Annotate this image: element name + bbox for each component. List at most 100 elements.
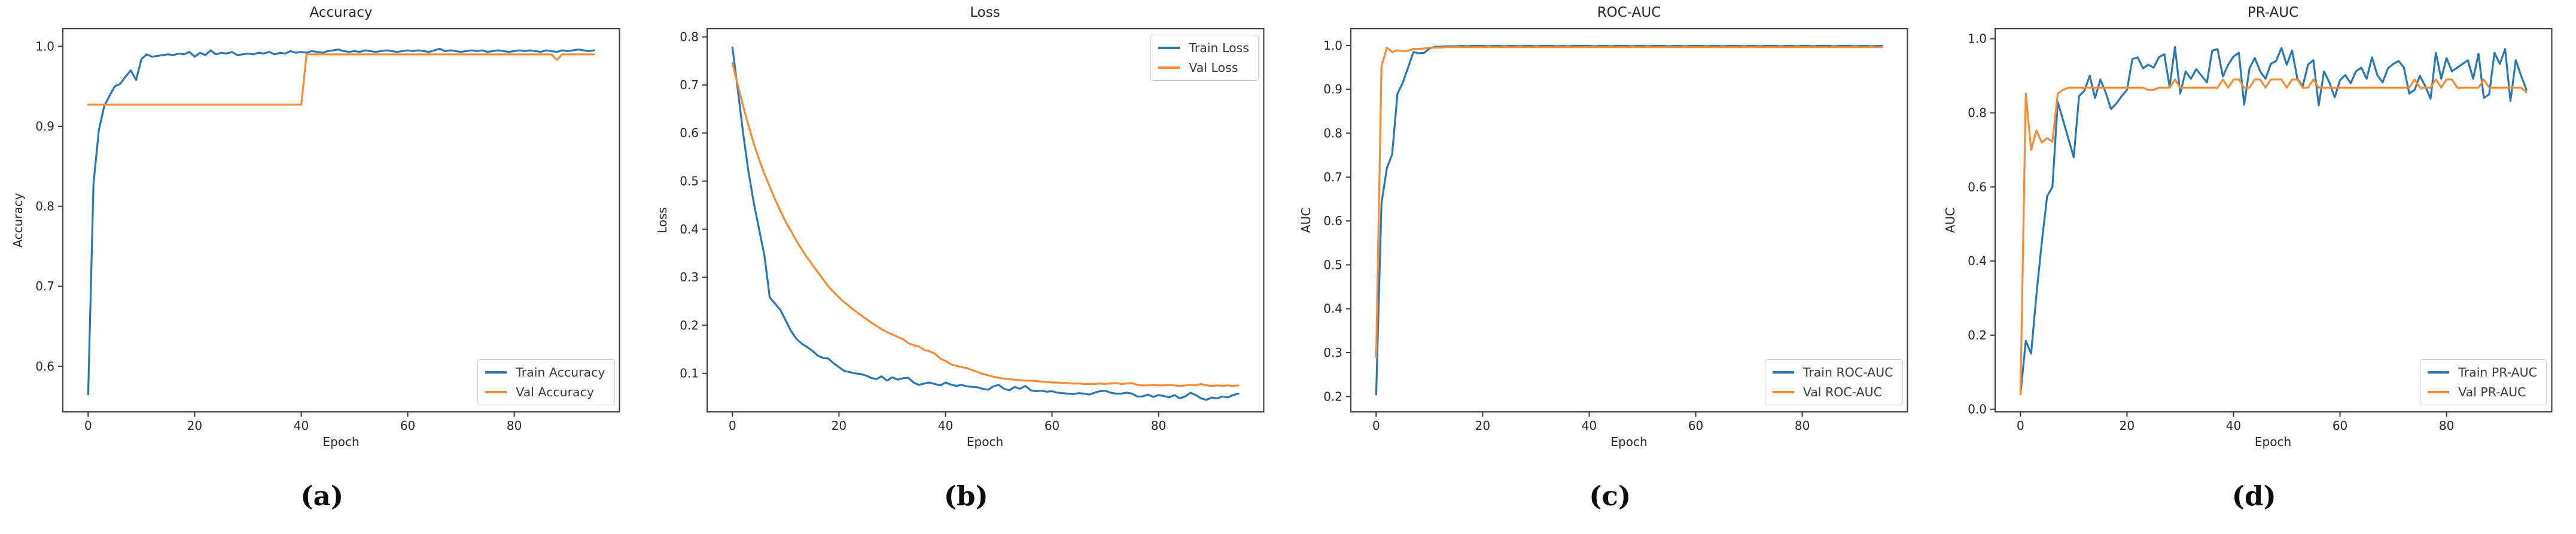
svg-text:40: 40: [2225, 418, 2240, 433]
val-line-swatch: [485, 391, 507, 393]
svg-text:0.4: 0.4: [680, 222, 699, 236]
train-line-swatch: [2428, 371, 2450, 374]
svg-text:0: 0: [1372, 418, 1380, 433]
svg-text:60: 60: [400, 418, 415, 433]
subplot-roc-auc: 0 20 40 60 80 0.2 0.3 0.4 0.5 0.6 0.7 0.8 0.9 1.0 ROC…: [1288, 0, 1932, 534]
svg-text:20: 20: [1475, 418, 1490, 433]
svg-text:0.5: 0.5: [1323, 257, 1342, 272]
svg-text:20: 20: [831, 418, 846, 433]
svg-text:1.0: 1.0: [35, 39, 54, 53]
legend-entry-val: Val ROC-AUC: [1772, 385, 1893, 399]
svg-text:80: 80: [1150, 418, 1165, 433]
subfigure-caption: (c): [1589, 480, 1631, 512]
subplot-accuracy: 0 20 40 60 80 0.6 0.7 0.8 0.9 1.0 Accuracy Accura…: [0, 0, 644, 534]
svg-text:40: 40: [294, 418, 309, 433]
svg-text:0.9: 0.9: [35, 119, 54, 134]
legend: Train Accuracy Val Accuracy: [477, 359, 615, 405]
svg-text:0.8: 0.8: [35, 199, 54, 214]
svg-text:0.9: 0.9: [1323, 82, 1342, 96]
svg-text:0.8: 0.8: [680, 30, 699, 44]
svg-text:40: 40: [937, 418, 952, 433]
svg-text:0: 0: [728, 418, 736, 433]
x-axis-label: Epoch: [966, 435, 1004, 449]
chart-title: Loss: [970, 5, 1000, 20]
legend-label: Val Accuracy: [516, 385, 595, 399]
legend: Train Loss Val Loss: [1150, 35, 1259, 81]
svg-text:0: 0: [2016, 418, 2024, 433]
pr-auc-plot-canvas: 0 20 40 60 80 0.0 0.2 0.4 0.6 0.8 1.0: [1968, 28, 2552, 433]
svg-text:1.0: 1.0: [1968, 32, 1987, 46]
legend-label: Train ROC-AUC: [1802, 365, 1893, 380]
legend-label: Val ROC-AUC: [1802, 385, 1883, 399]
svg-text:20: 20: [2119, 418, 2134, 433]
svg-text:80: 80: [507, 418, 522, 433]
legend: Train ROC-AUC Val ROC-AUC: [1764, 359, 1903, 405]
legend-entry-val: Val PR-AUC: [2428, 385, 2537, 399]
legend-label: Val PR-AUC: [2458, 385, 2526, 399]
subplot-loss: 0 20 40 60 80 0.1 0.2 0.3 0.4 0.5 0.6 0.7 0.8 Loss L…: [644, 0, 1288, 534]
svg-text:0.8: 0.8: [1968, 106, 1987, 120]
y-axis-label: Accuracy: [11, 193, 25, 248]
subfigure-caption: (b): [943, 480, 988, 512]
svg-text:0.2: 0.2: [1968, 328, 1987, 342]
svg-text:20: 20: [187, 418, 202, 433]
svg-text:80: 80: [2438, 418, 2453, 433]
legend-label: Train PR-AUC: [2458, 365, 2537, 380]
svg-text:0.6: 0.6: [680, 126, 699, 140]
x-axis-label: Epoch: [322, 435, 360, 449]
svg-text:60: 60: [1688, 418, 1703, 433]
y-axis-label: Loss: [654, 207, 669, 233]
svg-text:1.0: 1.0: [1323, 38, 1342, 53]
svg-text:0.2: 0.2: [1323, 389, 1342, 403]
svg-text:0.3: 0.3: [1323, 345, 1342, 360]
legend-entry-train: Train Loss: [1158, 41, 1249, 55]
val-line-swatch: [1158, 66, 1180, 69]
svg-text:0: 0: [84, 418, 92, 433]
train-line-swatch: [1158, 47, 1180, 49]
svg-text:0.6: 0.6: [1968, 180, 1987, 194]
svg-text:0.4: 0.4: [1323, 302, 1342, 316]
x-axis-label: Epoch: [1610, 435, 1648, 449]
svg-text:0.3: 0.3: [680, 270, 699, 284]
train-line-swatch: [485, 371, 507, 374]
y-axis-label: AUC: [1299, 207, 1313, 233]
svg-text:0.8: 0.8: [1323, 126, 1342, 140]
subfigure-caption: (d): [2231, 480, 2276, 512]
svg-text:0.1: 0.1: [680, 366, 699, 381]
svg-text:0.0: 0.0: [1968, 402, 1987, 417]
legend-entry-train: Train ROC-AUC: [1772, 365, 1893, 380]
svg-text:0.2: 0.2: [680, 318, 699, 332]
svg-text:0.7: 0.7: [1323, 170, 1342, 184]
loss-plot-canvas: 0 20 40 60 80 0.1 0.2 0.3 0.4 0.5 0.6 0.7 0.8: [680, 28, 1264, 433]
legend-label: Train Loss: [1189, 41, 1249, 55]
svg-text:0.4: 0.4: [1968, 254, 1987, 268]
svg-text:0.5: 0.5: [680, 174, 699, 189]
val-line-swatch: [2428, 391, 2450, 393]
legend-entry-val: Val Loss: [1158, 60, 1249, 75]
svg-text:40: 40: [1582, 418, 1597, 433]
svg-text:0.6: 0.6: [1323, 214, 1342, 228]
y-axis-label: AUC: [1942, 207, 1957, 233]
legend-label: Val Loss: [1189, 60, 1238, 75]
svg-text:0.7: 0.7: [35, 279, 54, 293]
svg-text:60: 60: [1044, 418, 1059, 433]
val-line-swatch: [1772, 391, 1794, 393]
svg-text:0.6: 0.6: [35, 359, 54, 374]
roc-auc-plot-canvas: 0 20 40 60 80 0.2 0.3 0.4 0.5 0.6 0.7 0.8 0.9 1.0: [1323, 28, 1908, 433]
chart-title: Accuracy: [309, 5, 373, 20]
legend: Train PR-AUC Val PR-AUC: [2420, 359, 2547, 405]
train-line-swatch: [1772, 371, 1794, 374]
accuracy-plot-canvas: 0 20 40 60 80 0.6 0.7 0.8 0.9 1.0: [35, 28, 620, 433]
svg-text:60: 60: [2332, 418, 2347, 433]
x-axis-label: Epoch: [2254, 435, 2292, 449]
svg-text:0.7: 0.7: [680, 78, 699, 92]
chart-title: ROC-AUC: [1597, 5, 1661, 20]
svg-text:80: 80: [1795, 418, 1810, 433]
chart-title: PR-AUC: [2247, 5, 2299, 20]
subplot-pr-auc: 0 20 40 60 80 0.0 0.2 0.4 0.6 0.8 1.0 PR-AUC AUC E…: [1932, 0, 2576, 534]
legend-entry-val: Val Accuracy: [485, 385, 605, 399]
subfigure-caption: (a): [300, 480, 344, 512]
legend-entry-train: Train Accuracy: [485, 365, 605, 380]
legend-label: Train Accuracy: [516, 365, 605, 380]
